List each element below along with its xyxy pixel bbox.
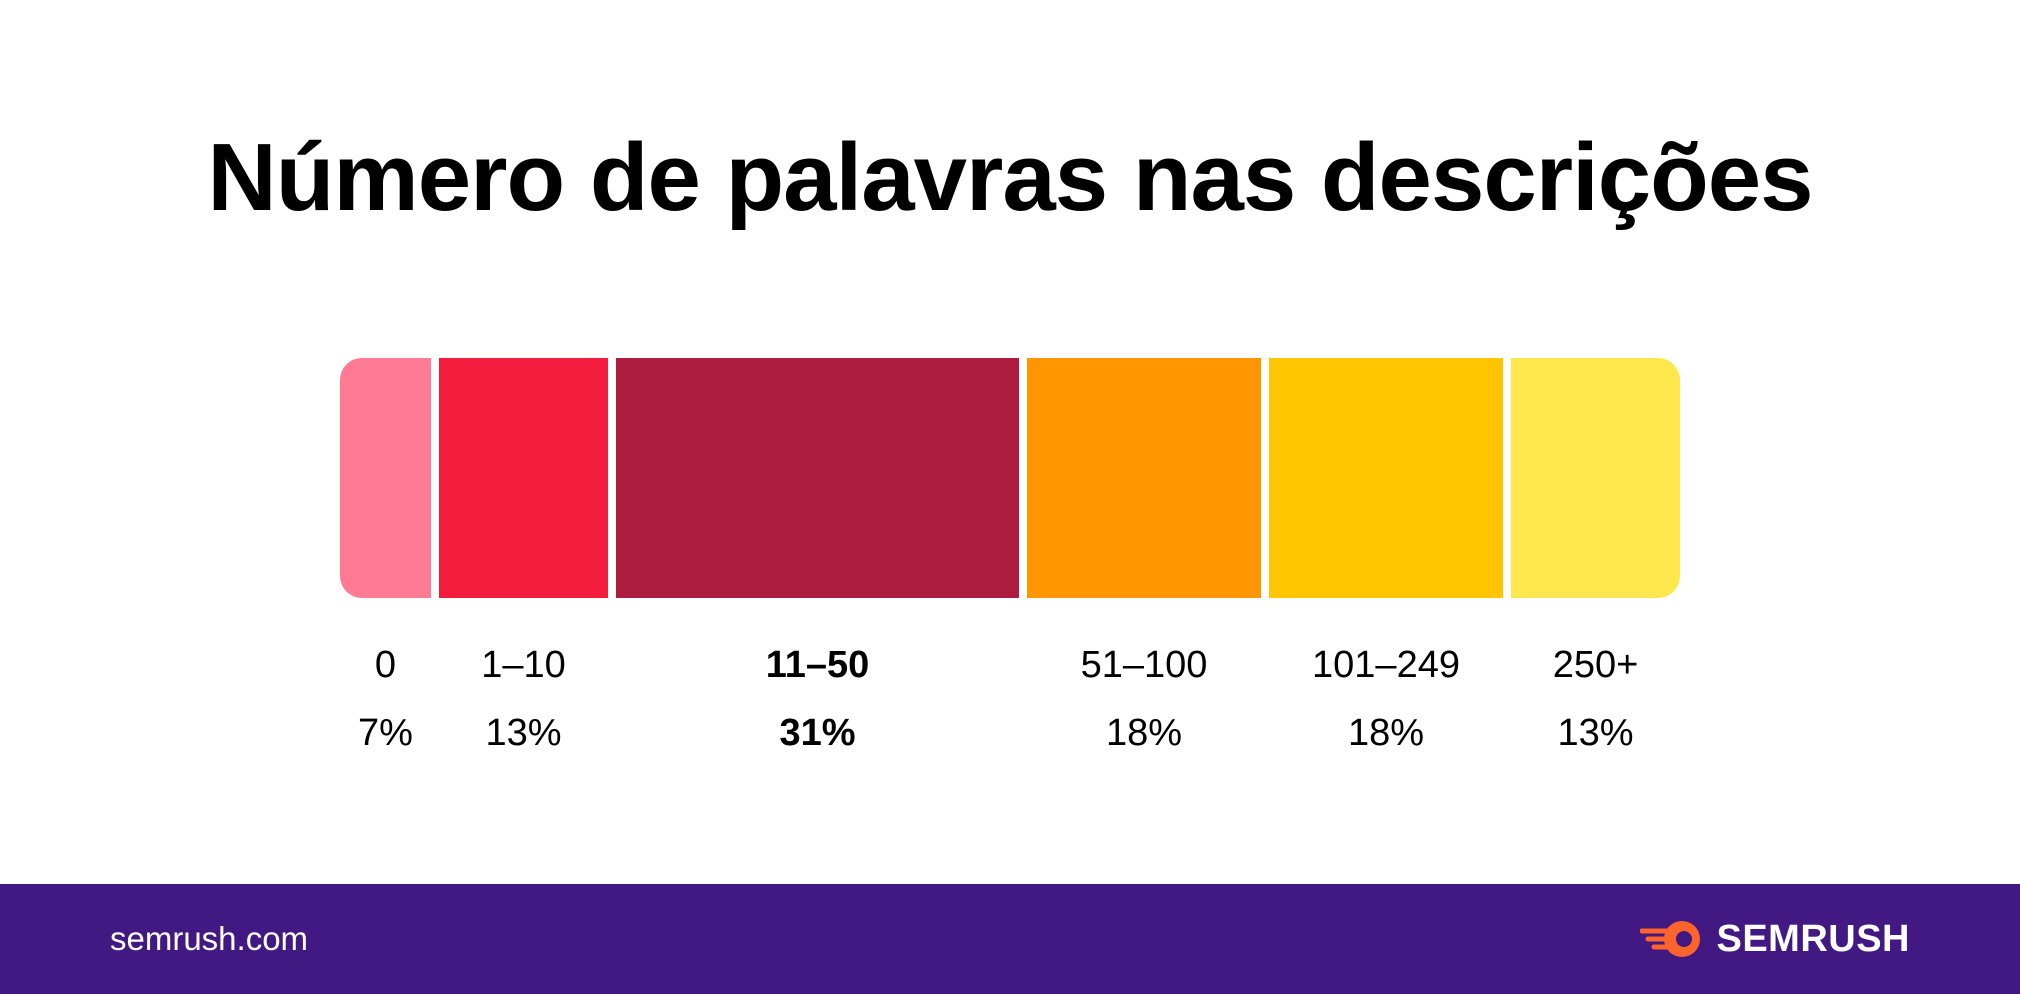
bar-segment-250+ <box>1511 358 1680 598</box>
bar-segment-1–10 <box>439 358 608 598</box>
brand-logo: SEMRUSH <box>1640 910 1910 968</box>
category-label: 101–249 <box>1312 644 1460 686</box>
category-label: 11–50 <box>766 644 870 686</box>
category-label: 1–10 <box>481 644 566 686</box>
category-label: 51–100 <box>1081 644 1208 686</box>
semrush-fireball-icon <box>1640 921 1701 957</box>
percent-label: 7% <box>358 712 413 754</box>
category-label: 250+ <box>1553 644 1639 686</box>
chart-title: Número de palavras nas descrições <box>207 124 1813 231</box>
footer: semrush.com SEMRUSH <box>0 884 2020 994</box>
percent-label: 13% <box>485 712 561 754</box>
category-label: 0 <box>375 644 396 686</box>
bar-segment-51–100 <box>1027 358 1261 598</box>
bar-segment-0 <box>340 358 431 598</box>
bar-segment-101–249 <box>1269 358 1503 598</box>
percent-label: 31% <box>779 712 855 754</box>
percent-label: 18% <box>1348 712 1424 754</box>
percent-label: 13% <box>1557 712 1633 754</box>
brand-name: SEMRUSH <box>1716 917 1910 960</box>
percent-label: 18% <box>1106 712 1182 754</box>
bar-segment-11–50 <box>616 358 1019 598</box>
footer-domain: semrush.com <box>110 920 309 957</box>
